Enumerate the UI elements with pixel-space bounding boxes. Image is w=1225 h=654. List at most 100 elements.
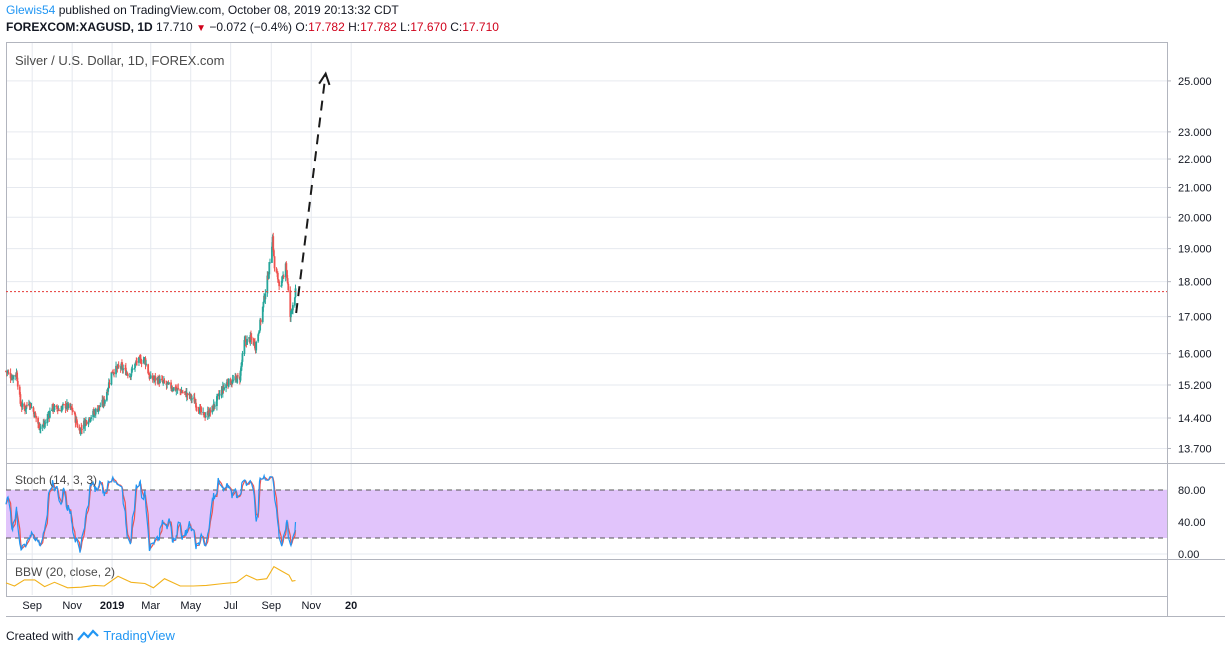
candle-body: [159, 378, 161, 384]
candle-body: [195, 406, 198, 408]
candle-body: [252, 338, 255, 346]
time-tick-label: Nov: [62, 600, 82, 612]
open-value: 17.782: [308, 20, 345, 34]
candle-body: [106, 391, 109, 393]
price-axis[interactable]: 25.000 23.000 22.000 21.000 20.000 19.000 18.0…: [1167, 76, 1212, 561]
candle-body: [294, 288, 297, 298]
candle-body: [115, 365, 117, 375]
candle-body: [243, 339, 246, 354]
candle-body: [271, 246, 273, 263]
created-with-text: Created with: [6, 628, 74, 643]
candle-body: [195, 402, 197, 408]
candle-body: [139, 357, 142, 359]
candle-body: [47, 415, 49, 419]
candle-body: [254, 342, 256, 349]
candle-body: [16, 372, 19, 381]
candle-body: [97, 408, 100, 413]
candle-body: [39, 426, 42, 429]
candle-body: [198, 407, 201, 414]
candle-body: [78, 426, 81, 431]
candle-body: [214, 405, 216, 407]
price-tick-label: 21.000: [1178, 182, 1212, 194]
projection-arrow[interactable]: [295, 71, 331, 314]
time-tick-label: Sep: [261, 600, 281, 612]
candle-body: [263, 295, 265, 303]
projection-arrow-shaft: [295, 73, 327, 314]
candle-body: [168, 382, 170, 384]
candle-body: [293, 297, 296, 306]
candle-body: [147, 373, 150, 375]
candle-body: [145, 363, 148, 365]
candle-body: [216, 394, 219, 397]
candle-body: [43, 423, 45, 426]
close-label: C:: [450, 20, 463, 34]
price-tick-label: 20.000: [1178, 212, 1212, 224]
candle-body: [239, 370, 242, 381]
candle-body: [9, 373, 12, 379]
candle-body: [240, 361, 243, 367]
candle-body: [148, 374, 151, 379]
candle-body: [73, 412, 76, 415]
candle-body: [69, 403, 72, 408]
time-tick-label: 2019: [100, 600, 124, 612]
time-tick-label: Jul: [224, 600, 238, 612]
candle-body: [98, 405, 100, 409]
candle-body: [246, 338, 248, 345]
candle-body: [268, 262, 271, 275]
candle-body: [104, 399, 106, 404]
candle-body: [264, 293, 267, 300]
candle-body: [81, 428, 83, 430]
candle-body: [144, 358, 147, 365]
tradingview-link[interactable]: TradingView: [103, 628, 175, 643]
candle-body: [275, 268, 278, 273]
candle-body: [39, 428, 41, 431]
candle-body: [19, 394, 22, 404]
candle-body: [257, 334, 260, 342]
candle-body: [154, 376, 157, 381]
candle-body: [272, 236, 275, 250]
time-tick-label: Mar: [141, 600, 160, 612]
candle-body: [7, 371, 9, 373]
candle-body: [138, 356, 141, 358]
candle-body: [269, 262, 271, 264]
candle-body: [273, 256, 276, 269]
candle-body: [241, 353, 244, 362]
candle-body: [61, 405, 64, 408]
candle-body: [5, 371, 8, 373]
open-label: O:: [295, 20, 309, 34]
candle-body: [207, 410, 210, 417]
candle-body: [35, 415, 38, 419]
candle-body: [44, 422, 47, 424]
candle-body: [212, 403, 215, 411]
candle-body: [113, 372, 115, 374]
candle-body: [250, 335, 252, 338]
candle-body: [278, 281, 281, 287]
high-label: H:: [348, 20, 361, 34]
candle-body: [249, 335, 252, 343]
candle-body: [208, 415, 210, 417]
candle-body: [111, 371, 114, 373]
stoch-tick-label: 80.00: [1178, 485, 1206, 497]
time-axis[interactable]: Sep Nov 2019 Mar May Jul Sep Nov 20: [22, 600, 357, 612]
candle-body: [266, 275, 269, 294]
candle-body: [46, 418, 49, 424]
candle-body: [94, 408, 97, 415]
projection-arrow-head: [318, 71, 331, 86]
candle-body: [30, 406, 33, 408]
candle-body: [88, 417, 91, 421]
author-link[interactable]: Glewis54: [6, 3, 56, 17]
candle-body: [236, 375, 239, 377]
candle-body: [131, 368, 134, 370]
candle-body: [286, 270, 288, 279]
candle-body: [276, 272, 279, 274]
candle-body: [18, 386, 21, 395]
candle-body: [259, 319, 262, 331]
candle-body: [98, 405, 101, 407]
candle-body: [110, 372, 113, 385]
candle-body: [52, 403, 55, 411]
price-tick-label: 23.000: [1178, 127, 1212, 139]
candle-body: [71, 407, 74, 411]
published-text: published on TradingView.com, October 08…: [58, 3, 399, 17]
candle-body: [179, 389, 182, 391]
